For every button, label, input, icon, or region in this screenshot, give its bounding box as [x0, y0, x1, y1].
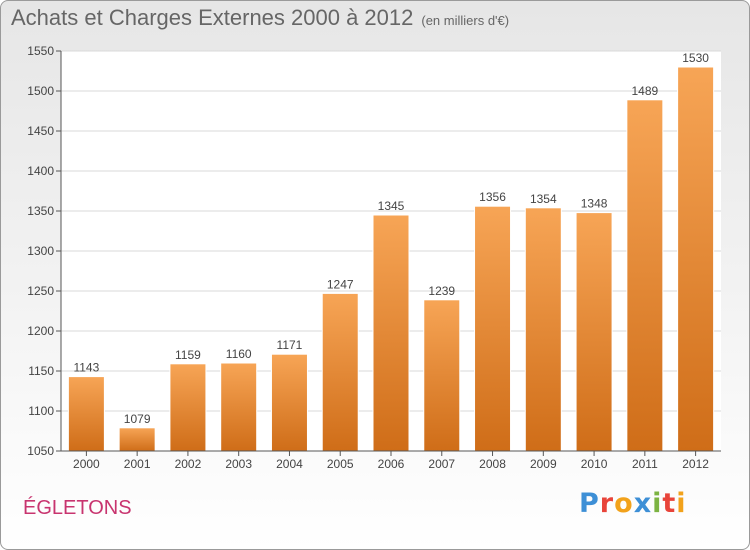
y-tick-label: 1300 [27, 244, 54, 258]
bar-2007 [423, 299, 461, 452]
x-tick-label-2008: 2008 [479, 457, 506, 471]
y-tick-label: 1250 [27, 284, 54, 298]
data-label-2004: 1171 [277, 338, 303, 352]
x-tick-label-2005: 2005 [327, 457, 354, 471]
x-tick-label-2006: 2006 [378, 457, 405, 471]
y-tick-label: 1150 [28, 364, 54, 378]
chart-subtitle: (en milliers d'€) [421, 13, 510, 28]
logo-letter: i [652, 488, 663, 519]
x-tick-label-2010: 2010 [581, 457, 608, 471]
y-tick-label: 1400 [27, 164, 54, 178]
data-label-2010: 1348 [581, 197, 608, 211]
logo-letter: r [599, 488, 615, 519]
data-label-2007: 1239 [428, 284, 455, 298]
data-label-2011: 1489 [631, 84, 658, 98]
x-tick-label-2009: 2009 [530, 457, 557, 471]
data-label-2009: 1354 [530, 192, 557, 206]
data-label-2000: 1143 [73, 361, 99, 375]
y-axis-ticks: 1050 1100 1150 1200 1250 1300 1350 1400 1450 1500… [27, 44, 61, 458]
data-label-2002: 1159 [175, 348, 201, 362]
y-tick-label: 1450 [27, 124, 54, 138]
data-label-2008: 1356 [479, 190, 506, 204]
y-tick-label: 1200 [27, 324, 54, 338]
bar-2001 [118, 427, 156, 452]
bar-2000 [67, 376, 105, 452]
x-tick-label-2000: 2000 [73, 457, 100, 471]
data-label-2003: 1160 [226, 347, 252, 361]
bars: 1143 1079 1159 1160 1171 1247 1345 1239 1356 1354… [67, 51, 715, 452]
logo-letter: o [614, 488, 634, 519]
bar-2011 [626, 99, 664, 452]
x-tick-label-2011: 2011 [632, 457, 658, 471]
x-tick-label-2004: 2004 [276, 457, 303, 471]
x-tick-label-2003: 2003 [225, 457, 252, 471]
bar-2009 [524, 207, 562, 452]
y-tick-label: 1100 [28, 404, 54, 418]
x-tick-label-2002: 2002 [175, 457, 202, 471]
bar-2002 [169, 363, 207, 452]
city-label: ÉGLETONS [23, 497, 132, 519]
bar-2010 [575, 212, 613, 452]
chart-title: Achats et Charges Externes 2000 à 2012 (e… [11, 5, 509, 31]
bar-2008 [474, 205, 512, 452]
y-tick-label: 1550 [27, 44, 54, 58]
logo-letter: x [633, 488, 653, 519]
logo-letter: P [579, 488, 600, 519]
x-tick-label-2001: 2001 [124, 457, 151, 471]
data-label-2012: 1530 [682, 51, 709, 65]
bar-2012 [677, 66, 715, 452]
x-axis-ticks: 2000 2001 2002 2003 2004 2005 2006 2007 2008 2009… [73, 451, 709, 471]
y-tick-label: 1050 [27, 444, 54, 458]
bar-2004 [270, 353, 308, 452]
y-tick-label: 1350 [27, 204, 54, 218]
title-text: Achats et Charges Externes 2000 à 2012 [11, 5, 414, 30]
data-label-2001: 1079 [124, 412, 151, 426]
x-tick-label-2012: 2012 [682, 457, 709, 471]
bar-2003 [220, 362, 258, 452]
bar-2006 [372, 214, 410, 452]
y-tick-label: 1500 [27, 84, 54, 98]
logo-letter: t [662, 488, 677, 519]
logo-letter: i [676, 488, 687, 519]
data-label-2005: 1247 [327, 277, 354, 291]
x-tick-label-2007: 2007 [428, 457, 455, 471]
bar-2005 [321, 292, 359, 452]
data-label-2006: 1345 [378, 199, 405, 213]
proxiti-logo: Proxiti [579, 488, 687, 519]
